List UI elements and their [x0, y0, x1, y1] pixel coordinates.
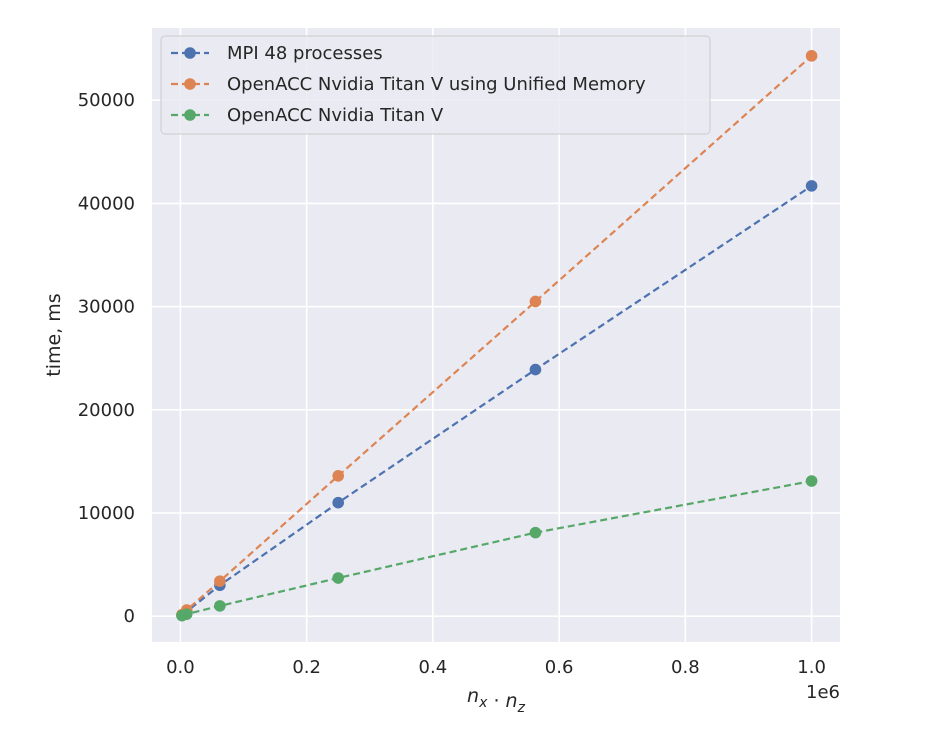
legend-item: OpenACC Nvidia Titan V	[171, 105, 444, 126]
data-point	[529, 526, 542, 539]
y-tick-label: 40000	[78, 193, 135, 214]
x-tick-label: 1.0	[797, 657, 826, 678]
legend-item: MPI 48 processes	[171, 43, 383, 64]
x-tick-label: 0.0	[166, 657, 195, 678]
x-tick-label: 0.4	[419, 657, 448, 678]
x-tick-label: 0.8	[671, 657, 700, 678]
legend-label: OpenACC Nvidia Titan V	[227, 105, 444, 126]
y-tick-label: 30000	[78, 297, 135, 318]
legend-item: OpenACC Nvidia Titan V using Unified Mem…	[171, 74, 646, 95]
legend-label: OpenACC Nvidia Titan V using Unified Mem…	[227, 74, 646, 95]
x-axis-offset-label: 1e6	[806, 682, 840, 703]
series-group	[176, 475, 818, 622]
legend-marker	[184, 109, 196, 121]
legend-marker	[184, 78, 196, 90]
y-tick-label: 50000	[78, 90, 135, 111]
legend-box	[160, 35, 711, 135]
y-axis-label: time, ms	[43, 293, 65, 376]
x-axis-label: nx · nz	[467, 685, 526, 716]
series-layer	[176, 50, 818, 622]
data-point	[805, 180, 818, 192]
y-tick-label: 0	[124, 606, 135, 627]
data-point	[529, 295, 542, 308]
x-tick-label: 0.6	[545, 657, 574, 678]
tick-labels: 0.0 0.2 0.4 0.6 0.8 1.0 0 10000 20000 30000 40000 5…	[78, 90, 826, 678]
y-tick-label: 20000	[78, 400, 135, 421]
data-point	[180, 608, 193, 620]
y-tick-label: 10000	[78, 503, 135, 524]
data-point	[214, 600, 226, 612]
legend-label: MPI 48 processes	[227, 43, 383, 64]
data-point	[332, 470, 345, 482]
data-point	[332, 572, 345, 584]
data-point	[214, 575, 226, 587]
x-tick-label: 0.2	[292, 657, 321, 678]
data-point	[332, 496, 345, 509]
data-point	[805, 475, 818, 487]
data-point	[805, 50, 818, 62]
data-point	[529, 363, 542, 376]
legend-marker	[184, 47, 196, 59]
legend: MPI 48 processes OpenACC Nvidia Titan V u…	[160, 35, 711, 135]
